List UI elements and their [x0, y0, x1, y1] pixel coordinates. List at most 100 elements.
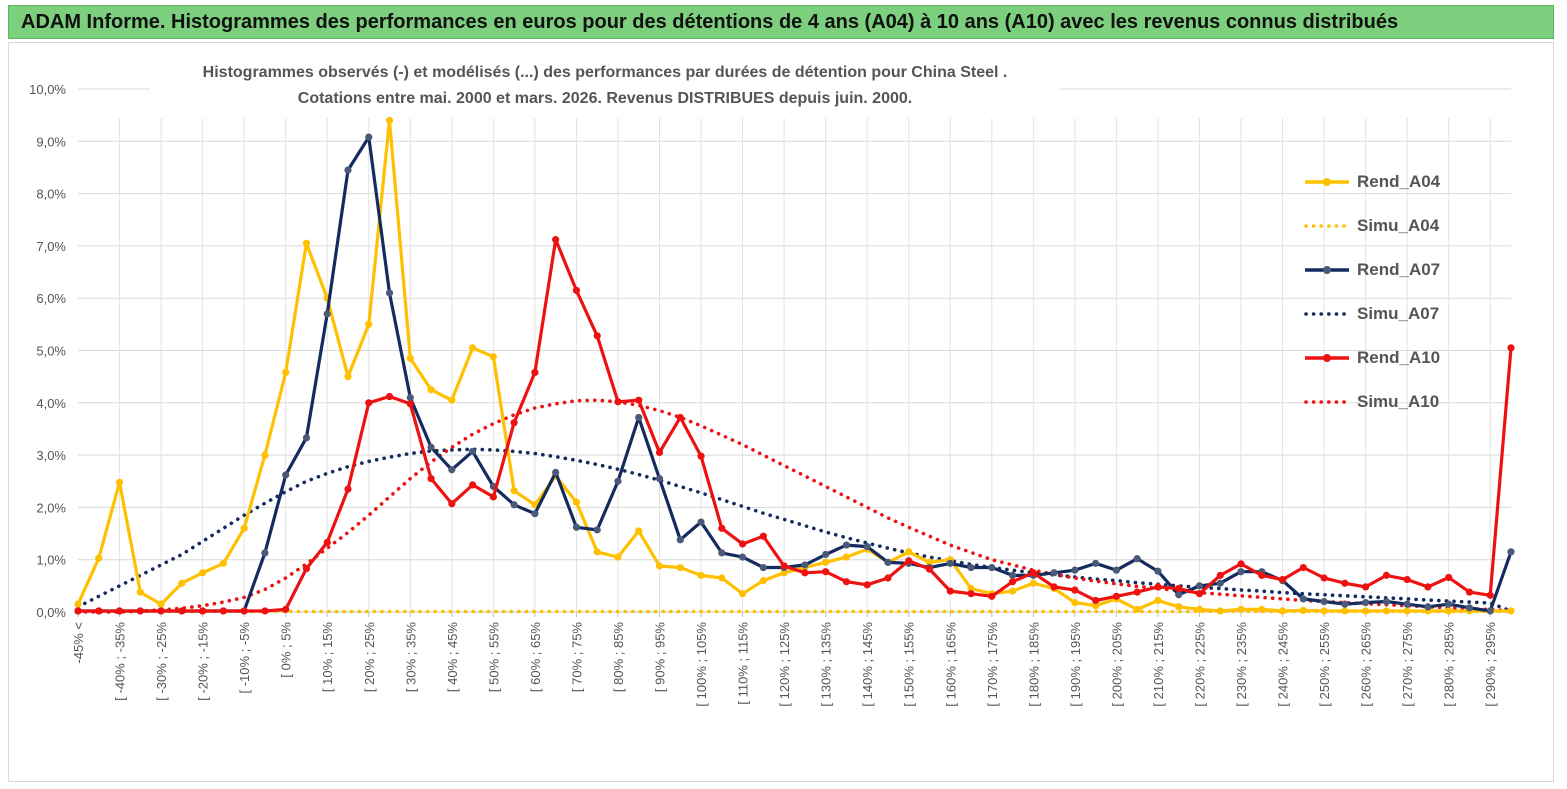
data-point [219, 607, 227, 615]
data-point [1029, 579, 1037, 587]
data-point [74, 600, 82, 608]
data-point [1320, 597, 1328, 606]
data-point [74, 607, 82, 615]
data-point [1071, 566, 1079, 574]
data-point [240, 524, 248, 532]
data-point [967, 584, 975, 593]
data-point [1133, 605, 1141, 613]
data-point [572, 498, 581, 506]
data-point [385, 116, 394, 124]
y-tick-label: 7,0% [36, 239, 66, 254]
data-point [1362, 598, 1370, 607]
data-point [240, 607, 248, 615]
data-point [344, 166, 352, 174]
x-tick-label: [ 60% ; 65% [528, 622, 543, 693]
data-point [905, 548, 913, 556]
data-point [1424, 583, 1432, 591]
data-point [614, 553, 622, 561]
data-point [676, 413, 684, 422]
data-point [1320, 574, 1328, 582]
data-point [925, 558, 934, 566]
data-point [1133, 588, 1141, 596]
chart-title: Histogrammes observés (-) et modélisés (… [202, 64, 1008, 81]
data-point [1071, 586, 1079, 594]
data-point [157, 607, 165, 615]
data-point [261, 451, 269, 459]
legend-item: Rend_A10 [1303, 336, 1478, 380]
data-point [1362, 607, 1370, 615]
data-point [115, 607, 124, 615]
data-point [1195, 590, 1204, 598]
data-point [468, 344, 477, 352]
series-simu-a10 [76, 398, 1513, 614]
data-point [1424, 603, 1432, 611]
data-point [946, 587, 954, 595]
data-point [510, 487, 518, 495]
data-point [1403, 607, 1411, 615]
data-point [1175, 584, 1183, 593]
data-point [801, 569, 809, 577]
data-point [1050, 569, 1058, 577]
data-point [1092, 602, 1100, 610]
data-point [1258, 605, 1266, 613]
data-point [1320, 607, 1328, 615]
grid-lines [77, 88, 1511, 617]
data-point [780, 569, 788, 577]
data-point [344, 373, 352, 381]
x-tick-label: [ -20% ; -15% [196, 622, 211, 701]
legend-swatch [1304, 400, 1351, 404]
data-point [1092, 559, 1100, 567]
y-tick-label: 0,0% [36, 605, 66, 620]
data-point [967, 590, 975, 598]
data-point [427, 475, 435, 483]
x-tick-label: [ -30% ; -25% [154, 622, 169, 701]
data-point [1341, 600, 1349, 608]
data-point [801, 561, 809, 569]
data-point [1507, 548, 1515, 556]
data-point [759, 577, 767, 585]
data-point [136, 607, 144, 615]
data-point [448, 396, 456, 404]
data-point [1486, 607, 1494, 615]
data-point [1278, 575, 1287, 584]
x-tick-label: [ 10% ; 15% [320, 622, 335, 693]
data-point [282, 605, 290, 613]
data-point [572, 523, 581, 531]
y-tick-label: 5,0% [36, 344, 66, 359]
legend-item: Simu_A04 [1303, 204, 1478, 248]
legend-item: Rend_A07 [1303, 248, 1478, 292]
data-point [1299, 563, 1307, 572]
data-point [1112, 592, 1121, 600]
series-rend-a04 [74, 116, 1515, 615]
data-point [655, 562, 664, 570]
y-tick-label: 6,0% [36, 291, 66, 306]
data-point [115, 478, 124, 486]
x-tick-label: [ 100% ; 105% [694, 622, 709, 707]
data-point [697, 518, 705, 526]
series-line [76, 398, 1513, 614]
banner-title: ADAM Informe. Histogrammes des performan… [21, 10, 1399, 33]
data-point [614, 398, 622, 406]
data-point [1029, 569, 1037, 577]
y-tick-label: 4,0% [36, 396, 66, 411]
data-point [531, 368, 539, 377]
data-point [593, 548, 601, 556]
data-point [635, 396, 643, 404]
data-point [738, 590, 747, 598]
data-point [635, 413, 643, 422]
y-tick-label: 1,0% [36, 553, 66, 568]
data-point [261, 549, 269, 557]
data-point [448, 500, 456, 508]
data-point [1175, 603, 1183, 611]
legend-swatch [1305, 178, 1349, 186]
data-point [614, 477, 622, 485]
data-point [1237, 605, 1245, 613]
data-point [302, 239, 311, 247]
data-point [1216, 571, 1224, 579]
data-point [157, 600, 165, 608]
series-rend-a07 [74, 133, 1515, 615]
data-point [1382, 571, 1390, 579]
data-point [219, 559, 227, 567]
data-point [1008, 571, 1017, 579]
x-axis-ticks: -45% < [ -40% ; -35% [ -30% ; -25% [ -20% ;… [71, 622, 1498, 707]
